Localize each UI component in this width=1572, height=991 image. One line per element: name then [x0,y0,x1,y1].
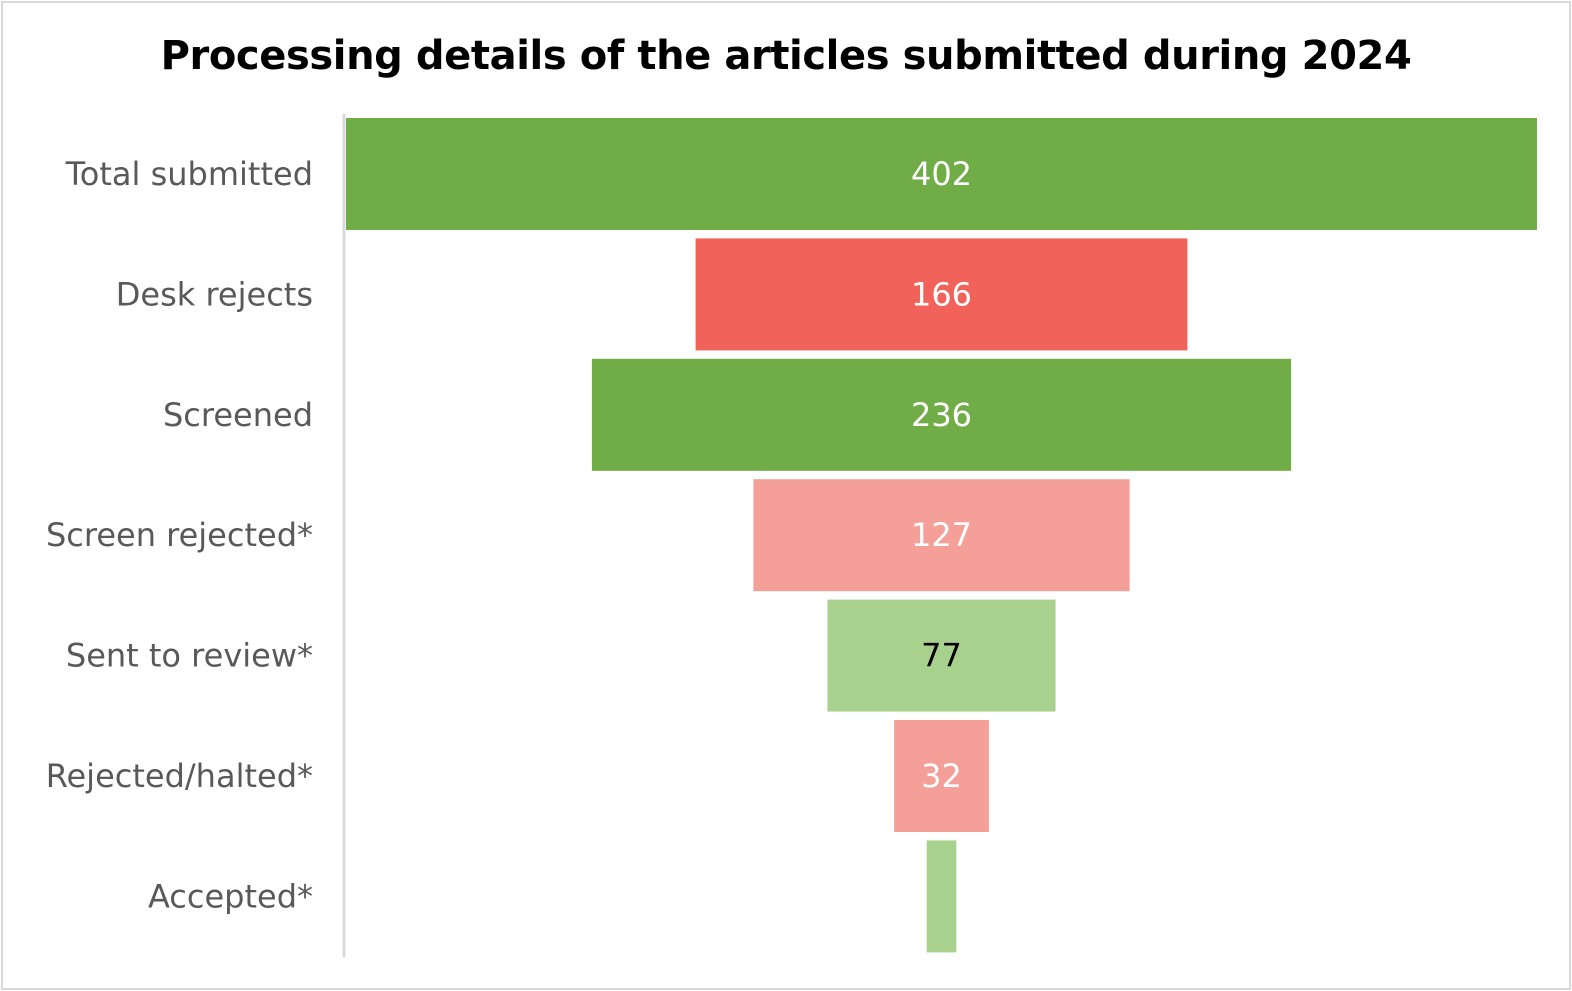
data-label-4: 127 [911,516,972,554]
funnel-bar-7 [926,840,957,953]
data-label-3: 236 [911,396,972,434]
category-label-7: Accepted* [148,877,313,915]
chart-title: Processing details of the articles submi… [160,33,1412,79]
category-label-5: Sent to review* [66,637,313,675]
funnel-bar-6 [894,720,989,832]
funnel-bar-1 [346,118,1537,230]
category-label-1: Total submitted [65,155,313,193]
funnel-bar-2 [695,238,1188,351]
category-label-6: Rejected/halted* [46,757,313,795]
data-label-1: 402 [911,155,972,193]
category-label-2: Desk rejects [116,275,313,313]
funnel-bar-4 [753,479,1130,592]
category-label-3: Screened [163,396,313,434]
data-label-6: 32 [921,757,962,795]
data-label-2: 166 [911,275,972,313]
funnel-bar-3 [591,358,1292,471]
category-label-4: Screen rejected* [46,516,313,554]
funnel-bar-5 [827,599,1056,712]
data-label-5: 77 [921,637,962,675]
